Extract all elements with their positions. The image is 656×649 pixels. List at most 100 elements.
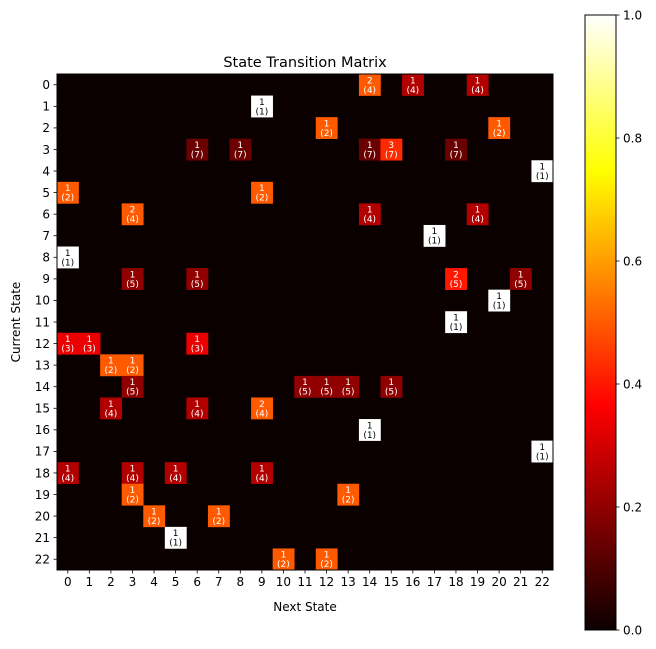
cell-total-label: (3) (191, 345, 204, 355)
y-tick-label: 21 (35, 531, 50, 545)
x-tick-label: 3 (129, 575, 137, 589)
heatmap-cell (164, 526, 187, 549)
heatmap-cell (121, 268, 144, 290)
heatmap-cell (251, 95, 273, 118)
heatmap-cell (380, 375, 403, 398)
cell-total-label: (1) (493, 301, 506, 311)
cell-total-label: (5) (450, 280, 463, 290)
cell-total-label: (4) (471, 86, 484, 96)
cell-count-label: 1 (65, 184, 71, 194)
colorbar-tick-label: 0.2 (623, 500, 642, 514)
heatmap-cell (143, 505, 166, 528)
cell-total-label: (4) (255, 474, 268, 484)
cell-count-label: 1 (86, 335, 92, 345)
heatmap-cell (100, 354, 122, 377)
cell-count-label: 1 (281, 551, 287, 561)
cell-total-label: (5) (320, 388, 333, 398)
cell-count-label: 1 (388, 378, 394, 388)
heatmap-cell (121, 483, 144, 506)
cell-total-label: (2) (126, 366, 139, 376)
heatmap-cell (423, 224, 446, 247)
cell-count-label: 1 (65, 249, 71, 259)
heatmap-cell (229, 138, 252, 161)
heatmap-cell (57, 332, 79, 355)
cell-total-label: (2) (342, 496, 355, 506)
x-tick-label: 6 (193, 575, 201, 589)
cell-total-label: (4) (126, 474, 139, 484)
heatmap-cell (509, 268, 532, 290)
heatmap-cell (337, 375, 360, 398)
cell-count-label: 1 (130, 486, 136, 496)
y-tick-label: 2 (42, 121, 50, 135)
y-tick-label: 9 (42, 272, 50, 286)
x-tick-label: 12 (319, 575, 334, 589)
x-tick-label: 16 (405, 575, 420, 589)
y-tick-label: 3 (42, 143, 50, 157)
heatmap-cell (251, 462, 273, 485)
cell-total-label: (2) (255, 194, 268, 204)
y-tick-label: 19 (35, 488, 50, 502)
cell-labels: 2(4)1(4)1(4)1(1)1(2)1(2)1(7)1(7)1(7)3(7)… (61, 76, 548, 570)
heatmap-cell (251, 181, 273, 204)
y-axis-label: Current State (9, 282, 23, 363)
y-tick-label: 0 (42, 78, 50, 92)
cell-count-label: 1 (130, 378, 136, 388)
cell-total-label: (3) (61, 345, 74, 355)
x-tick-label: 14 (362, 575, 377, 589)
cell-total-label: (5) (342, 388, 355, 398)
x-tick-label: 20 (491, 575, 506, 589)
x-tick-label: 4 (150, 575, 158, 589)
heatmap-cell (294, 375, 317, 398)
heatmap-cell (207, 505, 230, 528)
heatmap-cell (466, 74, 489, 96)
cell-total-label: (2) (320, 560, 333, 570)
cell-total-label: (4) (363, 86, 376, 96)
colorbar-tick-label: 0.8 (623, 131, 642, 145)
cell-count-label: 1 (194, 335, 200, 345)
cell-count-label: 1 (65, 464, 71, 474)
cell-count-label: 1 (496, 119, 502, 129)
cell-total-label: (7) (450, 150, 463, 160)
cell-count-label: 1 (453, 314, 459, 324)
x-tick-label: 2 (107, 575, 115, 589)
heatmap-cell (315, 548, 338, 571)
y-tick-label: 8 (42, 251, 50, 265)
cell-total-label: (1) (169, 539, 182, 549)
cell-count-label: 1 (302, 378, 308, 388)
heatmap-cell (57, 246, 79, 269)
heatmap-cell (315, 375, 338, 398)
cell-total-label: (3) (83, 345, 96, 355)
cell-count-label: 3 (388, 141, 394, 151)
x-tick-label: 10 (276, 575, 291, 589)
heatmap-cell (315, 117, 338, 139)
cell-total-label: (7) (234, 150, 247, 160)
x-tick-label: 19 (470, 575, 485, 589)
cell-count-label: 2 (259, 400, 265, 410)
cell-count-label: 1 (194, 400, 200, 410)
x-axis-label: Next State (273, 600, 337, 614)
heatmap-cell (445, 268, 468, 290)
cell-total-label: (4) (126, 215, 139, 225)
cell-total-label: (1) (255, 107, 268, 117)
x-tick-label: 9 (258, 575, 266, 589)
heatmap-cell (337, 483, 360, 506)
y-tick-label: 5 (42, 186, 50, 200)
heatmap-cell (488, 289, 511, 312)
x-tick-label: 13 (340, 575, 355, 589)
cell-count-label: 1 (259, 98, 265, 108)
heatmap-cell (186, 397, 209, 420)
cell-count-label: 1 (173, 529, 179, 539)
x-tick-label: 21 (513, 575, 528, 589)
cell-total-label: (4) (169, 474, 182, 484)
cell-count-label: 1 (65, 335, 71, 345)
cell-count-label: 1 (475, 206, 481, 216)
heatmap-cell (380, 138, 403, 161)
y-tick-label: 13 (35, 358, 50, 372)
cell-count-label: 1 (259, 464, 265, 474)
cell-total-label: (1) (428, 237, 441, 247)
x-tick-label: 18 (448, 575, 463, 589)
cell-total-label: (5) (299, 388, 312, 398)
cell-count-label: 2 (453, 270, 459, 280)
cell-total-label: (1) (536, 452, 549, 462)
